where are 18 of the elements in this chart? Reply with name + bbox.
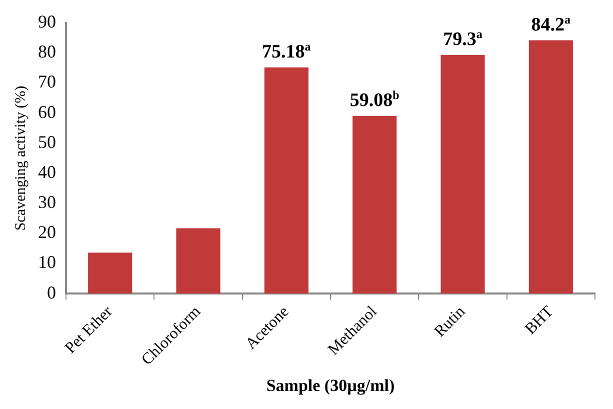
x-axis-title: Sample (30µg/ml): [266, 376, 395, 396]
bar: [352, 116, 397, 294]
y-tick-label: 10: [38, 252, 56, 272]
y-tick-label: 80: [38, 42, 56, 62]
y-tick-label: 20: [38, 222, 56, 242]
bar: [528, 40, 573, 294]
bar: [88, 252, 132, 294]
y-tick-label: 70: [38, 72, 56, 92]
bar: [176, 228, 220, 294]
bar: [440, 54, 485, 294]
y-tick-label: 0: [47, 282, 56, 302]
bar: [264, 67, 308, 294]
y-tick-label: 40: [38, 162, 56, 182]
y-axis-title: Scavenging activity (%): [12, 86, 29, 231]
y-tick-label: 50: [38, 132, 56, 152]
y-tick-label: 60: [38, 102, 56, 122]
y-tick-label: 30: [38, 192, 56, 212]
y-tick-label: 90: [38, 12, 56, 32]
